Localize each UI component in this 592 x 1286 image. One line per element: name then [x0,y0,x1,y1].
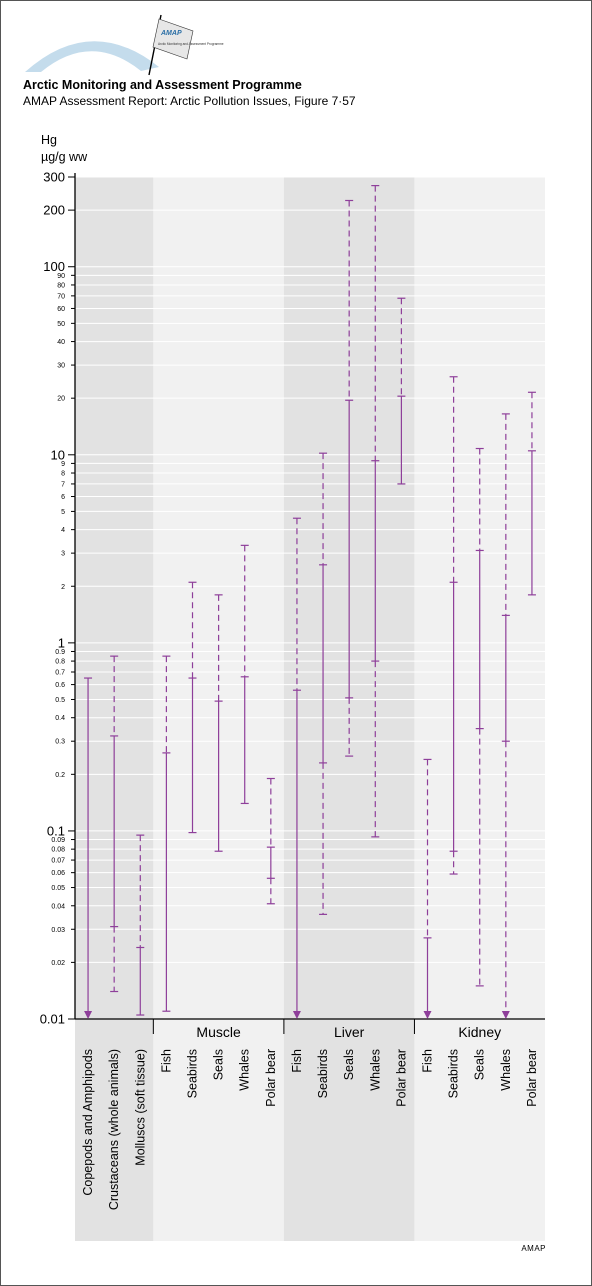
amap-logo: AMAP Arctic Monitoring and Assessment Pr… [25,14,224,76]
y-axis-label-element: Hg [41,133,57,147]
x-tick-label: Fish [159,1049,173,1073]
y-tick-label: 0.3 [55,739,65,746]
x-tick-label: Seals [342,1049,356,1080]
y-tick-label: 10 [51,447,65,462]
y-tick-label: 0.08 [51,847,65,854]
range-bar [423,758,432,1019]
y-tick-label: 0.05 [51,885,65,892]
y-tick-label: 0.8 [55,659,65,666]
x-tick-label: Seals [473,1049,487,1080]
range-bar [371,185,380,838]
range-bar [501,413,510,1019]
y-tick-label: 0.4 [55,715,65,722]
y-tick-label: 8 [61,471,65,478]
range-bar [475,447,484,987]
arrow-head [501,1011,510,1019]
logo-flag-title: AMAP [160,30,182,37]
footer-credit: AMAP [521,1244,546,1253]
y-tick-label: 40 [57,339,65,346]
y-tick-label: 100 [43,259,65,274]
y-tick-label: 0.6 [55,682,65,689]
x-tick-label: Polar bear [394,1049,408,1107]
range-bar [162,655,171,1012]
range-bar [345,199,354,757]
y-tick-label: 50 [57,321,65,328]
x-tick-label: Molluscs (soft tissue) [133,1049,147,1166]
group-label-band [75,1019,154,1241]
x-tick-label: Whales [238,1049,252,1091]
x-tick-label: Polar bear [264,1049,278,1107]
y-tick-label: 1 [58,635,65,650]
y-tick-label: 7 [61,481,65,488]
x-tick-label: Whales [499,1049,513,1091]
group-label-band [414,1019,545,1241]
y-tick-label: 4 [61,527,65,534]
y-tick-label: 300 [43,170,65,185]
x-tick-label: Seabirds [447,1049,461,1098]
y-tick-label: 0.03 [51,927,65,934]
logo-flag-text: Arctic Monitoring and Assessment Program… [158,42,224,46]
y-tick-label: 5 [61,509,65,516]
x-tick-label: Seabirds [186,1049,200,1098]
y-tick-label: 0.9 [55,649,65,656]
range-bar [319,452,328,915]
y-tick-label: 0.7 [55,669,65,676]
y-tick-label: 30 [57,363,65,370]
y-tick-label: 60 [57,306,65,313]
y-tick-label: 2 [61,584,65,591]
y-tick-label: 20 [57,396,65,403]
y-tick-label: 3 [61,551,65,558]
group-label: Liver [334,1024,365,1040]
logo-flag [152,18,194,60]
y-axis-unit: µg/g ww [41,150,88,164]
y-tick-label: 80 [57,282,65,289]
range-bar [397,297,406,485]
group-label-band [283,1019,415,1241]
y-tick-label: 0.5 [55,697,65,704]
x-tick-label: Fish [421,1049,435,1073]
x-tick-label: Seabirds [316,1049,330,1098]
range-bar [214,594,223,852]
group-label: Kidney [458,1024,501,1040]
y-tick-label: 0.2 [55,772,65,779]
y-tick-label: 0.02 [51,960,65,967]
range-bar [240,544,249,805]
x-tick-label: Copepods and Amphipods [81,1049,95,1196]
y-tick-label: 0.07 [51,858,65,865]
y-tick-label: 0.1 [47,823,65,838]
range-bar [527,391,536,596]
arrow-head [84,1011,93,1019]
arrow-head [292,1011,301,1019]
header-title: Arctic Monitoring and Assessment Program… [23,78,302,92]
range-bar [136,834,145,1016]
range-bar [188,581,197,834]
x-tick-label: Polar bear [525,1049,539,1107]
y-tick-label: 70 [57,293,65,300]
x-tick-label: Fish [290,1049,304,1073]
y-tick-label: 6 [61,494,65,501]
range-bar [84,677,93,1019]
y-tick-label: 9 [61,461,65,468]
x-tick-label: Seals [212,1049,226,1080]
range-bar [292,517,301,1019]
range-bar [449,376,458,875]
header-subtitle: AMAP Assessment Report: Arctic Pollution… [23,94,356,108]
y-tick-label: 0.01 [40,1012,65,1027]
y-tick-label: 0.06 [51,870,65,877]
group-label: Muscle [196,1024,241,1040]
range-bar [110,655,119,993]
group-label-band [153,1019,284,1241]
y-tick-label: 0.09 [51,837,65,844]
logo-arc [25,41,159,72]
range-bar [266,777,275,905]
x-tick-label: Whales [368,1049,382,1091]
y-tick-label: 90 [57,273,65,280]
y-tick-label: 200 [43,203,65,218]
x-tick-label: Crustaceans (whole animals) [107,1049,121,1210]
arrow-head [423,1011,432,1019]
y-tick-label: 0.04 [51,903,65,910]
